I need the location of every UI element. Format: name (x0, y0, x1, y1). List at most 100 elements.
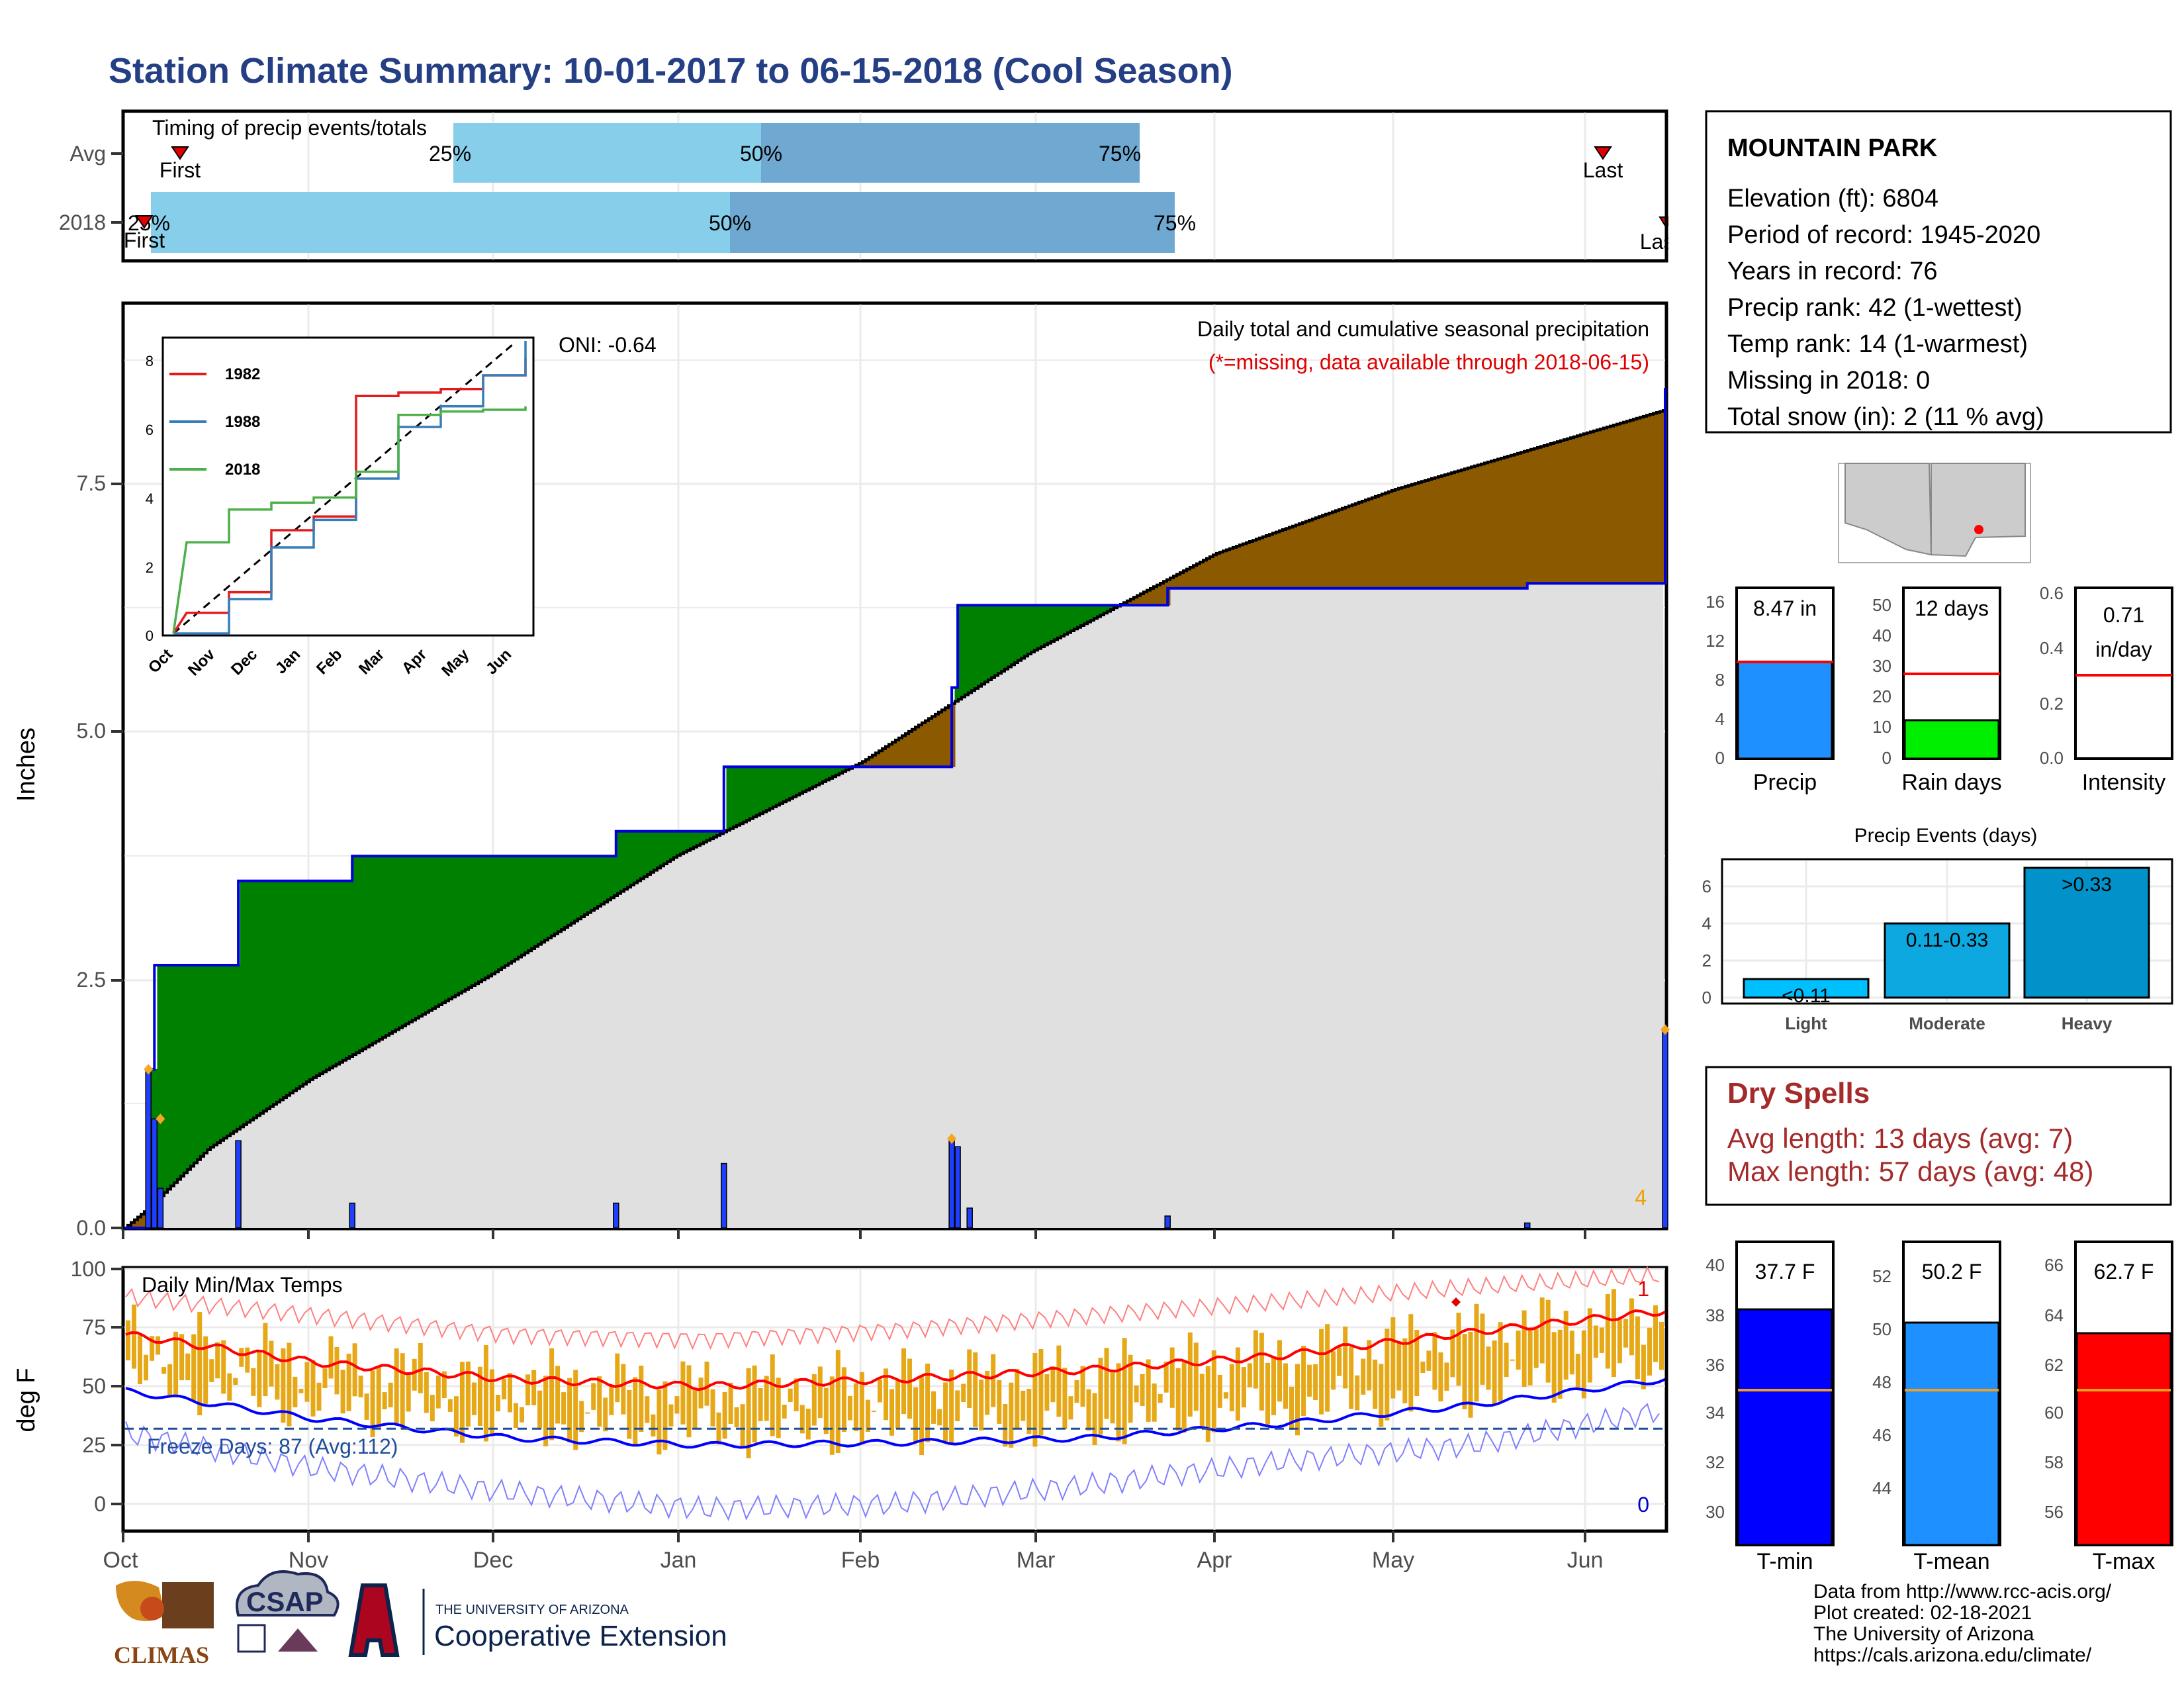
station-precip-rank: Precip rank: 42 (1-wettest) (1727, 294, 2023, 322)
event-bar-label-moderate: 0.11-0.33 (1906, 929, 1989, 951)
daily-temp-range-bar (925, 1363, 931, 1442)
daily-temp-range-bar (1044, 1374, 1050, 1411)
daily-temp-range-bar (496, 1395, 500, 1412)
daily-temp-range-bar (514, 1403, 518, 1429)
daily-temp-range-bar (400, 1353, 405, 1430)
daily-temp-range-bar (657, 1389, 662, 1455)
daily-temp-range-bar (1426, 1350, 1432, 1371)
month-mar: Mar (1017, 1548, 1056, 1573)
daily-temp-range-bar (525, 1374, 530, 1405)
daily-precip-bar (1164, 1215, 1171, 1229)
inset-ytick-0: 0 (146, 628, 154, 644)
daily-temp-range-bar (627, 1389, 632, 1439)
daily-temp-range-bar (394, 1348, 399, 1423)
daily-temp-range-bar (1396, 1341, 1402, 1391)
daily-temp-range-bar (1074, 1380, 1079, 1403)
avg-q25-label: 25% (429, 142, 471, 165)
daily-temp-range-bar (1647, 1327, 1652, 1376)
daily-temp-range-bar (1122, 1338, 1127, 1444)
daily-temp-range-bar (489, 1369, 494, 1436)
daily-temp-range-bar (471, 1382, 477, 1415)
csap-logo-text: CSAP (246, 1586, 324, 1617)
daily-temp-range-bar (245, 1347, 250, 1373)
daily-temp-range-bar (770, 1354, 775, 1436)
daily-temp-range-bar (1086, 1389, 1091, 1431)
daily-temp-range-bar (1379, 1364, 1384, 1427)
daily-temp-range-bar (1420, 1361, 1426, 1374)
daily-temp-range-bar (1581, 1330, 1586, 1399)
intensity-tick-02: 0.2 (2040, 694, 2064, 714)
daily-temp-range-bar (502, 1378, 506, 1399)
daily-temp-range-bar (138, 1334, 142, 1384)
daily-temp-range-bar (1367, 1340, 1372, 1391)
tmean-tick-52: 52 (1872, 1266, 1891, 1286)
tmin-tick-36: 36 (1706, 1355, 1725, 1375)
precip-panel: Inches 0.0 2.5 5.0 7.5 Daily total and c… (13, 301, 1670, 1240)
daily-temp-range-bar (811, 1374, 817, 1426)
daily-temp-range-bar (1545, 1299, 1551, 1383)
daily-temp-range-bar (197, 1312, 203, 1415)
event-cat-heavy: Heavy (2062, 1013, 2113, 1033)
tmax-label: T-max (2093, 1549, 2155, 1574)
daily-temp-range-bar (1116, 1363, 1121, 1442)
dry-spells-title: Dry Spells (1727, 1077, 1870, 1109)
daily-temp-range-bar (1462, 1334, 1467, 1409)
avg-q25-q50-bar (453, 123, 761, 183)
station-location-dot (1974, 525, 1983, 534)
daily-temp-range-bar (561, 1392, 567, 1425)
logos: CLIMAS CSAP THE UNIVERSITY OF ARIZONA Co… (114, 1570, 727, 1668)
daily-temp-range-bar (1092, 1393, 1097, 1445)
month-jan: Jan (660, 1548, 697, 1573)
missing-note: (*=missing, data available through 2018-… (1208, 350, 1649, 374)
y2018-q50-q75-bar (730, 192, 1175, 253)
precip-caption: Daily total and cumulative seasonal prec… (1197, 317, 1649, 341)
daily-temp-range-bar (1032, 1352, 1038, 1447)
daily-temp-range-bar (132, 1304, 136, 1369)
daily-precip-bar (1662, 1029, 1668, 1229)
daily-temp-range-bar (734, 1407, 739, 1428)
daily-temp-range-bar (1653, 1305, 1658, 1362)
daily-temp-range-bar (680, 1361, 686, 1425)
daily-temp-range-bar (1432, 1332, 1437, 1390)
daily-temp-range-bar (878, 1379, 882, 1403)
daily-temp-range-bar (1629, 1298, 1634, 1356)
tmin-tick-38: 38 (1706, 1305, 1725, 1325)
tmean-tick-50: 50 (1872, 1319, 1891, 1339)
precip-value: 8.47 in (1753, 596, 1817, 620)
daily-temp-range-bar (615, 1353, 620, 1403)
daily-temp-range-bar (728, 1382, 733, 1424)
daily-temp-range-bar (1390, 1317, 1396, 1399)
daily-temp-range-bar (1187, 1332, 1193, 1417)
inset-ytick-2: 4 (146, 491, 154, 507)
intensity-bar-label: Intensity (2082, 770, 2166, 795)
freeze-label: Freeze Days: 87 (Avg:112) (147, 1434, 398, 1458)
daily-temp-range-bar (251, 1368, 256, 1396)
snow-marker (144, 1064, 154, 1075)
row-label-avg: Avg (69, 142, 106, 165)
daily-precip-bar (721, 1162, 727, 1229)
legend-1982: 1982 (225, 365, 260, 383)
tmean-tick-48: 48 (1872, 1372, 1891, 1392)
precip-plot-layer (124, 388, 1670, 1229)
footer-source: Data from http://www.rcc-acis.org/ (1813, 1581, 2112, 1603)
daily-temp-range-bar (1080, 1366, 1085, 1407)
daily-temp-range-bar (704, 1361, 709, 1406)
daily-temp-range-bar (758, 1388, 763, 1421)
footer-university: The University of Arizona (1813, 1623, 2034, 1645)
dry-spells-box: Dry Spells Avg length: 13 days (avg: 7) … (1705, 1066, 2172, 1206)
avg-first-label: First (159, 158, 201, 182)
daily-temp-range-bar (1641, 1344, 1646, 1389)
climas-logo: CLIMAS (114, 1581, 214, 1668)
observed-cumulative-line (124, 388, 1666, 1229)
station-snow: Total snow (in): 2 (11 % avg) (1727, 403, 2044, 431)
precip-ytick-0: 0.0 (77, 1216, 106, 1240)
daily-temp-range-bar (334, 1347, 340, 1395)
daily-temp-range-bar (275, 1364, 280, 1400)
page-title: Station Climate Summary: 10-01-2017 to 0… (109, 51, 1233, 91)
daily-temp-range-bar (1444, 1362, 1449, 1391)
daily-temp-range-bar (1181, 1362, 1187, 1433)
precip-tick-8: 8 (1715, 670, 1725, 690)
daily-temp-range-bar (1283, 1363, 1288, 1409)
record-high-count: 1 (1637, 1277, 1649, 1301)
daily-temp-range-bar (973, 1352, 978, 1427)
